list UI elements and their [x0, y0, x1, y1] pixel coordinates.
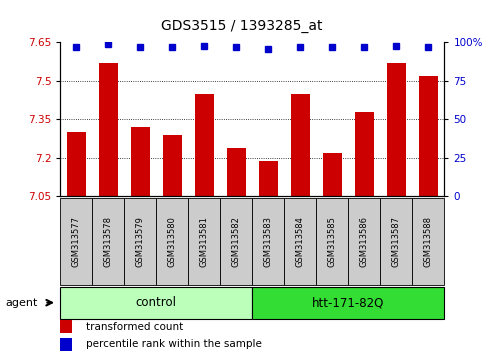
Text: GSM313582: GSM313582 — [232, 216, 241, 267]
Bar — [253, 198, 284, 285]
Bar — [323, 153, 342, 196]
Bar — [291, 94, 310, 196]
Bar — [156, 198, 188, 285]
Text: GSM313580: GSM313580 — [168, 216, 177, 267]
Bar — [412, 198, 444, 285]
Bar — [195, 94, 214, 196]
Text: GSM313581: GSM313581 — [200, 216, 209, 267]
Text: GSM313588: GSM313588 — [424, 216, 433, 267]
Bar — [419, 76, 438, 196]
Text: transformed count: transformed count — [86, 322, 183, 332]
Bar — [348, 198, 381, 285]
Text: percentile rank within the sample: percentile rank within the sample — [86, 339, 262, 349]
Bar — [227, 148, 246, 196]
Bar — [60, 338, 71, 351]
Bar — [188, 198, 220, 285]
Bar — [92, 198, 125, 285]
Bar — [60, 320, 71, 333]
Text: GSM313579: GSM313579 — [136, 216, 145, 267]
Text: GSM313583: GSM313583 — [264, 216, 273, 267]
Bar — [284, 198, 316, 285]
Text: GSM313587: GSM313587 — [392, 216, 401, 267]
Bar — [131, 127, 150, 196]
Bar — [60, 198, 92, 285]
Text: GDS3515 / 1393285_at: GDS3515 / 1393285_at — [161, 19, 322, 34]
Bar — [125, 198, 156, 285]
Bar — [259, 160, 278, 196]
Text: htt-171-82Q: htt-171-82Q — [312, 296, 384, 309]
Bar — [355, 112, 374, 196]
Bar — [67, 132, 86, 196]
Bar — [381, 198, 412, 285]
Bar — [99, 63, 118, 196]
Bar — [387, 63, 406, 196]
Bar — [316, 198, 348, 285]
Bar — [220, 198, 252, 285]
Bar — [163, 135, 182, 196]
Text: agent: agent — [6, 298, 38, 308]
Text: GSM313577: GSM313577 — [72, 216, 81, 267]
Text: GSM313578: GSM313578 — [104, 216, 113, 267]
Bar — [253, 287, 444, 319]
Text: GSM313585: GSM313585 — [328, 216, 337, 267]
Bar — [60, 287, 253, 319]
Text: control: control — [136, 296, 177, 309]
Text: GSM313584: GSM313584 — [296, 216, 305, 267]
Text: GSM313586: GSM313586 — [360, 216, 369, 267]
